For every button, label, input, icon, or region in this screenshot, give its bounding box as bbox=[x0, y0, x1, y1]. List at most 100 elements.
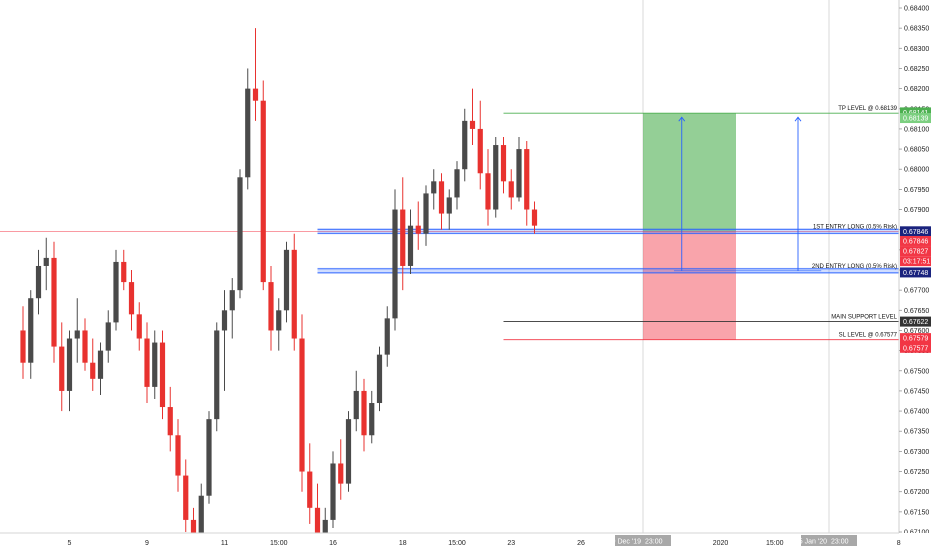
candle-44 bbox=[361, 378, 367, 452]
candle-body-35 bbox=[291, 249, 297, 339]
level-band-1 bbox=[317, 228, 899, 235]
price-tag-bg-0 bbox=[900, 107, 931, 118]
price-tag-label-7: 0.67622 bbox=[903, 319, 928, 326]
candle-body-17 bbox=[152, 342, 158, 387]
price-tag-bg-6 bbox=[900, 267, 931, 278]
candle-body-48 bbox=[392, 209, 398, 319]
y-tick-label-1: 0.68350 bbox=[904, 26, 929, 33]
candle-58 bbox=[469, 88, 476, 146]
candle-body-54 bbox=[438, 181, 445, 214]
take-profit-zone[interactable] bbox=[643, 113, 736, 232]
candle-41 bbox=[338, 439, 344, 500]
candle-30 bbox=[252, 28, 259, 121]
x-tick-label-8: 26 bbox=[577, 540, 585, 547]
candle-body-12 bbox=[113, 261, 119, 323]
candle-6 bbox=[66, 330, 73, 412]
x-tick-label-5: 18 bbox=[399, 540, 407, 547]
candle-body-13 bbox=[121, 261, 127, 283]
candle-26 bbox=[221, 290, 228, 391]
candle-body-55 bbox=[446, 197, 452, 214]
candle-63 bbox=[508, 169, 514, 210]
x-tick-label-2: 11 bbox=[221, 540, 228, 547]
candle-4 bbox=[51, 241, 57, 363]
x-tick-label-1: 9 bbox=[145, 540, 149, 547]
candle-19 bbox=[167, 386, 173, 452]
candle-body-56 bbox=[454, 169, 460, 198]
time-axis[interactable] bbox=[0, 532, 932, 550]
y-tick-label-23: 0.67250 bbox=[904, 469, 929, 476]
candle-32 bbox=[268, 265, 274, 351]
candle-body-39 bbox=[322, 519, 328, 537]
candle-47 bbox=[384, 306, 390, 367]
candle-25 bbox=[214, 322, 220, 432]
candle-body-1 bbox=[28, 298, 34, 363]
candle-body-63 bbox=[508, 181, 514, 198]
price-tag-3: 0.67846 bbox=[900, 235, 931, 246]
price-tag-label-9: 0.67577 bbox=[903, 345, 928, 352]
candle-body-59 bbox=[477, 128, 483, 174]
candle-24 bbox=[206, 411, 212, 504]
stop-loss-zone[interactable] bbox=[643, 231, 736, 340]
price-tag-4: 0.67827 bbox=[900, 246, 931, 257]
candle-59 bbox=[477, 100, 483, 190]
candle-65 bbox=[524, 141, 530, 226]
candle-29 bbox=[245, 68, 251, 190]
candle-7 bbox=[74, 298, 80, 363]
candle-body-49 bbox=[400, 209, 406, 266]
y-tick-label-14: 0.67700 bbox=[904, 288, 929, 295]
candle-body-27 bbox=[229, 290, 235, 311]
candle-body-31 bbox=[260, 100, 266, 283]
candle-56 bbox=[454, 161, 460, 210]
level-label-4: SL LEVEL @ 0.67577 bbox=[839, 333, 898, 339]
price-tag-9: 0.67577 bbox=[900, 342, 931, 353]
price-tag-bg-1 bbox=[900, 113, 931, 124]
price-tag-bg-3 bbox=[900, 235, 931, 246]
candle-53 bbox=[431, 169, 437, 210]
candle-61 bbox=[493, 136, 499, 218]
candle-body-44 bbox=[361, 390, 367, 436]
candle-52 bbox=[423, 185, 429, 246]
candle-49 bbox=[400, 177, 406, 291]
candle-13 bbox=[121, 249, 127, 291]
candle-57 bbox=[462, 108, 468, 182]
price-levels bbox=[317, 112, 899, 341]
candle-body-45 bbox=[369, 403, 375, 436]
candle-body-7 bbox=[74, 330, 80, 339]
y-tick-label-3: 0.68250 bbox=[904, 66, 929, 73]
y-tick-label-15: 0.67650 bbox=[904, 308, 929, 315]
y-tick-label-21: 0.67350 bbox=[904, 429, 929, 436]
candle-body-64 bbox=[516, 149, 522, 198]
candle-body-25 bbox=[214, 330, 220, 420]
candle-body-6 bbox=[66, 338, 73, 391]
price-tag-label-6: 0.67748 bbox=[903, 270, 928, 277]
candle-body-23 bbox=[198, 495, 204, 541]
candle-body-65 bbox=[524, 149, 530, 210]
candle-body-18 bbox=[159, 342, 166, 408]
y-tick-label-20: 0.67400 bbox=[904, 409, 929, 416]
arrow-head-1 bbox=[794, 116, 802, 122]
candle-40 bbox=[330, 451, 336, 528]
candle-body-14 bbox=[128, 282, 135, 315]
candle-28 bbox=[237, 169, 243, 299]
candle-body-11 bbox=[105, 322, 111, 351]
candle-21 bbox=[183, 459, 189, 532]
candle-body-30 bbox=[252, 88, 259, 101]
candle-body-26 bbox=[221, 310, 228, 331]
candle-body-5 bbox=[59, 346, 65, 391]
level-labels: TP LEVEL @ 0.68139 1ST ENTRY LONG (0.5% R… bbox=[812, 106, 898, 339]
y-tick-label-7: 0.68050 bbox=[904, 147, 929, 154]
candle-body-61 bbox=[493, 145, 499, 210]
price-tag-5: 03:17:51 bbox=[900, 256, 931, 267]
candle-45 bbox=[369, 390, 375, 444]
date-marker-date-0: 29 Dec '19 bbox=[608, 539, 641, 546]
price-tag-2: 0.67846 bbox=[900, 226, 931, 237]
candle-54 bbox=[438, 173, 445, 230]
price-tag-label-1: 0.68139 bbox=[903, 116, 928, 123]
candle-18 bbox=[159, 330, 166, 420]
candle-body-0 bbox=[20, 330, 26, 363]
candle-55 bbox=[446, 189, 452, 230]
candle-50 bbox=[407, 209, 414, 275]
candle-42 bbox=[345, 411, 352, 492]
candle-62 bbox=[500, 136, 507, 194]
